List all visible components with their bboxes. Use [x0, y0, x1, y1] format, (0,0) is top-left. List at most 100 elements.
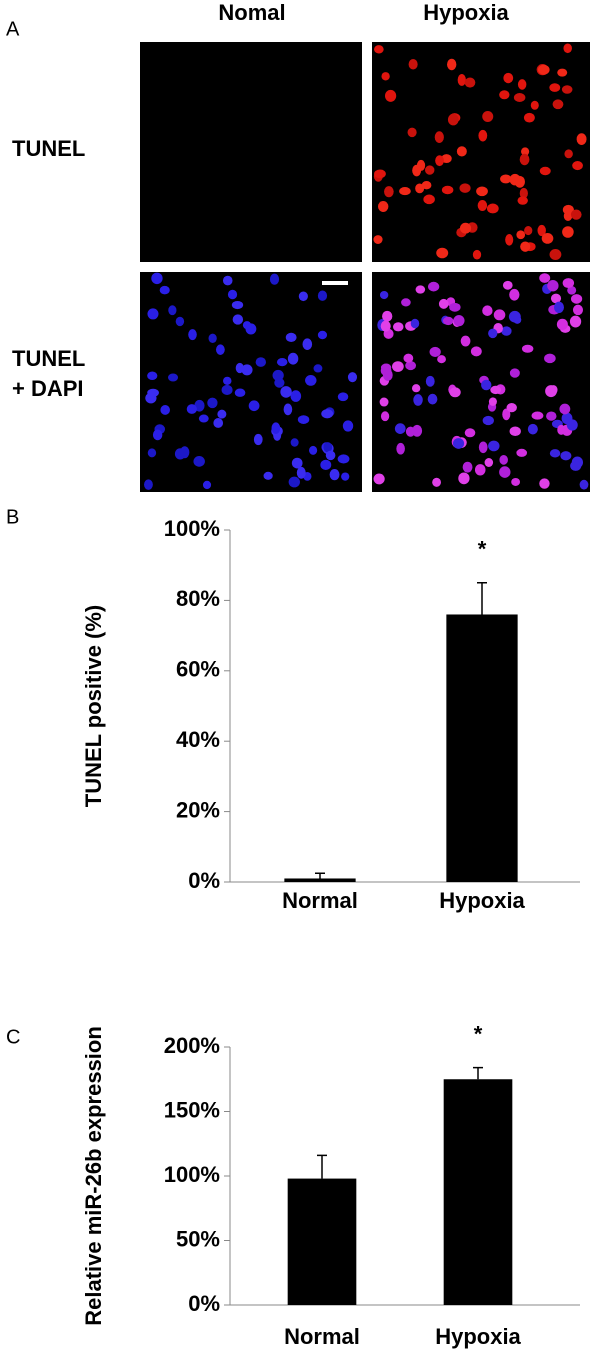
cell — [423, 194, 435, 205]
cell — [232, 314, 244, 325]
cell — [288, 476, 301, 488]
cell — [490, 385, 502, 395]
cell — [329, 468, 340, 481]
cell — [144, 479, 153, 490]
cell — [392, 361, 404, 372]
cell — [562, 278, 575, 289]
cells — [144, 43, 589, 490]
cell — [399, 187, 411, 196]
cell — [521, 344, 534, 353]
cell — [413, 394, 423, 406]
cell — [342, 420, 354, 432]
cell — [539, 166, 551, 176]
cell — [509, 368, 520, 378]
cell — [425, 375, 435, 387]
cell — [253, 433, 263, 446]
cell — [427, 281, 440, 292]
cell — [488, 397, 497, 406]
cell — [500, 174, 512, 184]
cell — [323, 442, 333, 453]
cell — [517, 196, 528, 205]
cell — [562, 226, 574, 238]
cell — [503, 72, 514, 84]
cell — [449, 387, 461, 398]
cell — [530, 100, 539, 110]
cell — [337, 392, 349, 402]
scale-bar — [322, 281, 348, 285]
y-axis-label: Relative miR-26b expression — [81, 1026, 106, 1326]
micrograph — [372, 42, 590, 262]
error-bar — [315, 872, 325, 879]
cell — [341, 472, 350, 481]
cell — [557, 68, 568, 77]
cell — [470, 346, 482, 357]
cell — [222, 275, 233, 286]
cell — [415, 285, 426, 294]
cell — [531, 411, 544, 420]
cell — [287, 352, 299, 365]
y-axis-label: TUNEL positive (%) — [81, 605, 106, 808]
cell — [499, 454, 508, 465]
cell — [459, 222, 472, 234]
annotation: * — [478, 537, 487, 562]
cell — [566, 419, 578, 431]
cell — [317, 330, 328, 340]
cell — [460, 335, 471, 347]
cell — [382, 310, 393, 322]
cell — [313, 364, 323, 373]
column-header: Hypoxia — [423, 0, 509, 25]
x-tick-label: Hypoxia — [439, 888, 525, 913]
cell — [435, 155, 444, 167]
cell — [302, 338, 313, 351]
cell — [523, 112, 535, 123]
cell — [436, 247, 449, 259]
cell — [227, 289, 238, 300]
cell — [168, 305, 177, 316]
cell — [482, 415, 494, 426]
cell — [509, 426, 521, 437]
cell — [570, 209, 582, 220]
cell — [373, 473, 385, 485]
cell — [147, 308, 159, 320]
cell — [549, 83, 561, 92]
cell — [325, 450, 336, 461]
cell — [425, 165, 435, 175]
cell — [520, 241, 531, 252]
y-tick-label: 100% — [164, 516, 220, 541]
row-label: TUNEL — [12, 346, 85, 371]
annotation: * — [474, 1021, 483, 1046]
cell — [147, 371, 158, 381]
cell — [403, 353, 414, 363]
y-tick-label: 80% — [176, 586, 220, 611]
cell — [552, 99, 564, 110]
cell — [382, 369, 393, 381]
cell — [524, 226, 533, 236]
cell — [272, 369, 284, 381]
cell — [549, 248, 562, 261]
cell — [234, 388, 246, 397]
cell — [207, 397, 218, 409]
cell — [297, 415, 310, 424]
bar — [287, 1178, 357, 1305]
cell — [556, 318, 568, 330]
cell — [513, 315, 522, 324]
cell — [521, 147, 530, 156]
cell — [516, 448, 528, 457]
cell — [447, 113, 459, 126]
cell — [447, 58, 457, 71]
cell — [449, 302, 461, 312]
cell — [513, 93, 526, 102]
cell — [384, 89, 397, 102]
cell — [248, 400, 260, 412]
cell — [544, 353, 556, 364]
cell — [305, 375, 317, 386]
cell — [175, 316, 185, 327]
cell — [380, 363, 392, 372]
cell — [168, 373, 179, 382]
cell — [290, 390, 302, 402]
cell — [274, 377, 285, 388]
cell — [215, 344, 225, 355]
cell — [477, 199, 488, 211]
y-tick-label: 0% — [188, 1291, 220, 1316]
